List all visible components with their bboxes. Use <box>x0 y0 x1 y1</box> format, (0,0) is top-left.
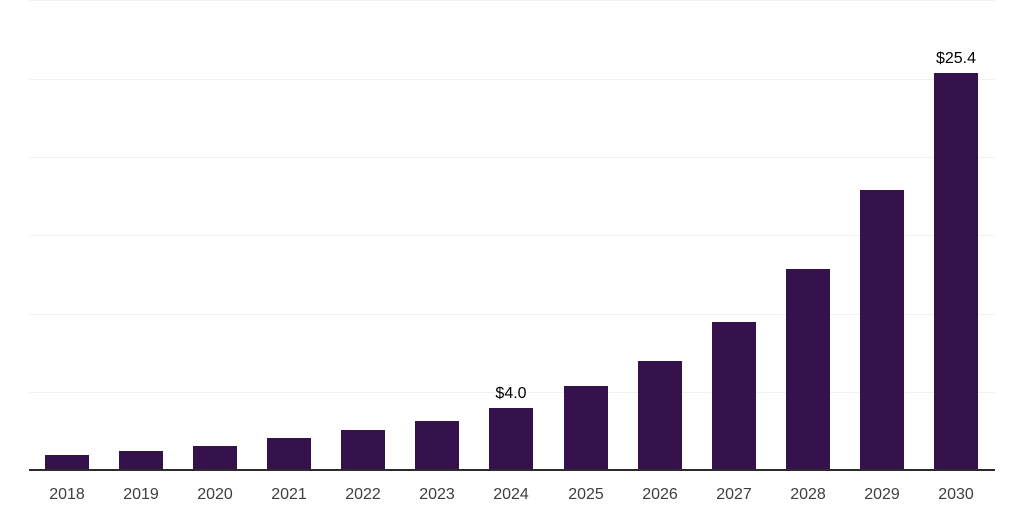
bar-2022 <box>341 430 385 471</box>
bar-2025 <box>564 386 608 471</box>
bar-2023 <box>415 421 459 471</box>
gridline <box>29 0 995 1</box>
x-axis-label-2028: 2028 <box>790 486 826 503</box>
x-axis-label-2020: 2020 <box>197 486 233 503</box>
value-label-2024: $4.0 <box>495 385 527 402</box>
x-axis-line <box>29 469 995 471</box>
x-axis-label-2027: 2027 <box>716 486 752 503</box>
gridline <box>29 235 995 236</box>
x-axis-label-2030: 2030 <box>938 486 974 503</box>
bar-2029 <box>860 190 904 471</box>
bar-2018 <box>45 455 89 471</box>
gridline <box>29 392 995 393</box>
x-axis-label-2026: 2026 <box>642 486 678 503</box>
x-axis-label-2029: 2029 <box>864 486 900 503</box>
x-axis-label-2024: 2024 <box>493 486 529 503</box>
bar-2030 <box>934 73 978 471</box>
bar-2027 <box>712 322 756 471</box>
bar-2024 <box>489 408 533 471</box>
x-axis-label-2019: 2019 <box>123 486 159 503</box>
bar-2028 <box>786 269 830 471</box>
x-axis-label-2023: 2023 <box>419 486 455 503</box>
x-axis-label-2022: 2022 <box>345 486 381 503</box>
bar-2021 <box>267 438 311 471</box>
x-axis-label-2018: 2018 <box>49 486 85 503</box>
bar-2026 <box>638 361 682 471</box>
x-axis-label-2025: 2025 <box>568 486 604 503</box>
value-label-2030: $25.4 <box>935 50 977 67</box>
x-axis-label-2021: 2021 <box>271 486 307 503</box>
gridline <box>29 314 995 315</box>
bar-2020 <box>193 446 237 471</box>
gridline <box>29 79 995 80</box>
gridline <box>29 157 995 158</box>
bar-2019 <box>119 451 163 471</box>
